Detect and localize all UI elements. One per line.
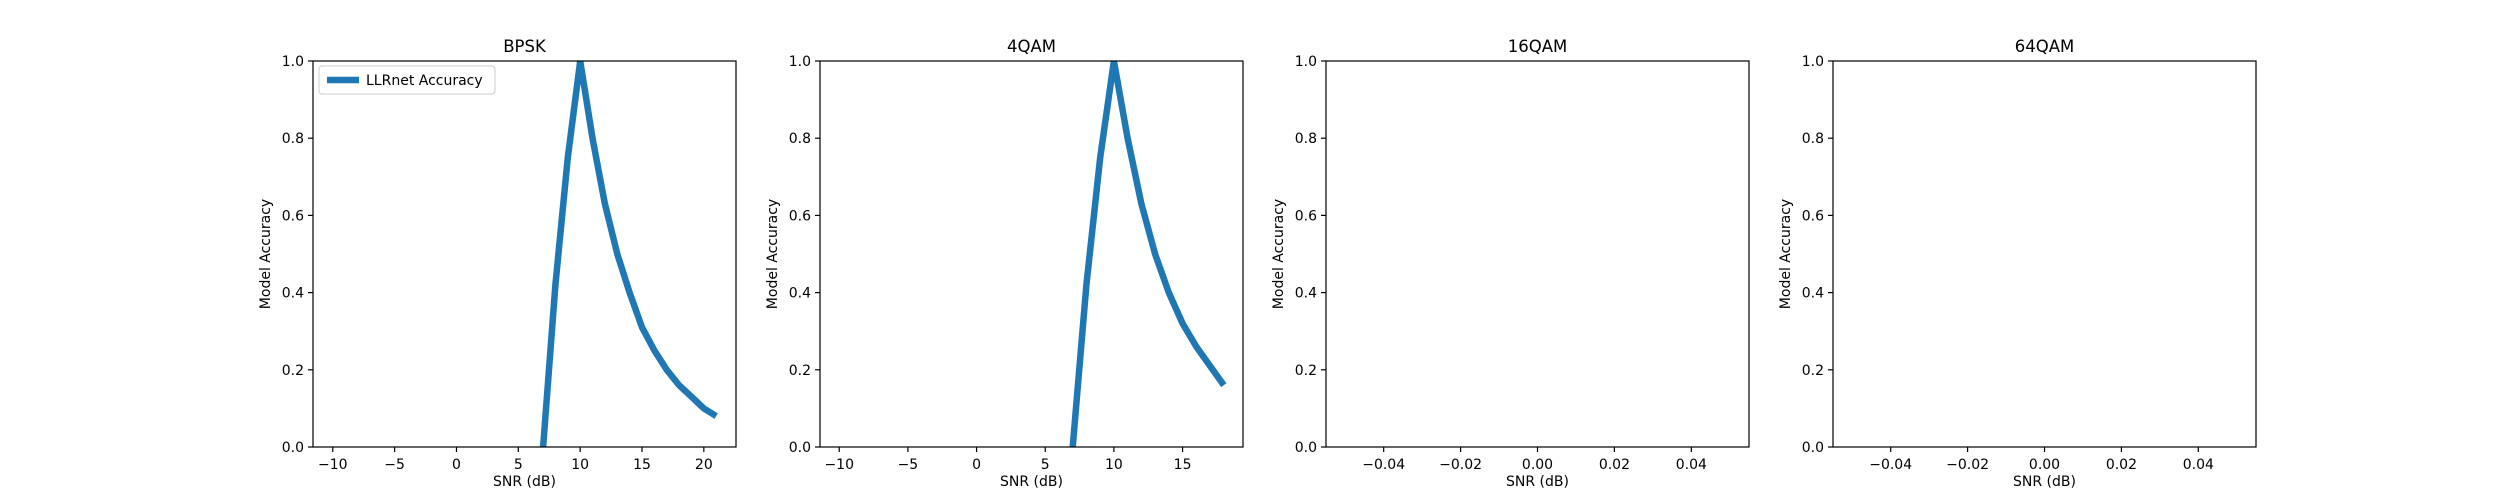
y-tick-label: 0.8 <box>1295 131 1317 147</box>
axes-frame <box>1325 60 1750 448</box>
x-tick-label: 20 <box>695 457 713 473</box>
x-tick-label: −10 <box>824 457 854 473</box>
y-tick-label: 0.6 <box>282 208 304 224</box>
y-tick-label: 0.4 <box>1295 286 1317 302</box>
legend-entry-label: LLRnet Accuracy <box>366 73 483 89</box>
y-axis-label: Model Accuracy <box>765 199 781 309</box>
x-tick-label: 0.00 <box>1522 457 1553 473</box>
legend: LLRnet Accuracy <box>318 65 496 95</box>
subplot-64qam: −0.04 −0.02 0.00 0.02 0.04 0.0 0.2 0.4 0.6 0.8 1.0… <box>1778 37 2257 490</box>
axes-frame <box>819 60 1244 448</box>
x-tick-label: 0 <box>972 457 981 473</box>
x-tick-label: −0.02 <box>1946 457 1989 473</box>
x-tick-label: 0.02 <box>1599 457 1630 473</box>
subplot-title: 64QAM <box>2015 37 2075 56</box>
x-tick-label: 15 <box>633 457 651 473</box>
y-tick-label: 0.8 <box>282 131 304 147</box>
x-tick-label: 0.00 <box>2029 457 2060 473</box>
x-axis-label: SNR (dB) <box>493 474 556 490</box>
y-tick-label: 0.4 <box>789 286 811 302</box>
axes-frame <box>312 60 737 448</box>
x-axis-label: SNR (dB) <box>2013 474 2076 490</box>
subplot-16qam: −0.04 −0.02 0.00 0.02 0.04 0.0 0.2 0.4 0.6 0.8 1.0… <box>1271 37 1750 490</box>
y-tick-label: 0.2 <box>789 363 811 379</box>
y-tick-label: 1.0 <box>1802 54 1824 70</box>
y-tick-label: 0.0 <box>789 440 811 456</box>
x-tick-label: −0.04 <box>1869 457 1912 473</box>
x-tick-label: 0.04 <box>2183 457 2214 473</box>
y-tick-label: 0.6 <box>789 208 811 224</box>
x-tick-label: −0.04 <box>1362 457 1405 473</box>
y-tick-label: 1.0 <box>1295 54 1317 70</box>
x-tick-label: −10 <box>318 457 348 473</box>
x-tick-label: 15 <box>1174 457 1192 473</box>
y-axis-label: Model Accuracy <box>1778 199 1794 309</box>
y-tick-label: 0.8 <box>789 131 811 147</box>
x-axis-label: SNR (dB) <box>1506 474 1569 490</box>
x-tick-label: 5 <box>1041 457 1050 473</box>
x-tick-label: 5 <box>514 457 523 473</box>
subplot-bpsk: −10 −5 0 5 10 15 20 0.0 0.2 0.4 0.6 0.8 1.0 BPSK SNR (… <box>258 37 737 490</box>
x-tick-label: −5 <box>384 457 405 473</box>
series-line-llrnet-accuracy <box>1069 61 1227 447</box>
y-tick-label: 0.4 <box>282 286 304 302</box>
y-tick-label: 0.2 <box>1802 363 1824 379</box>
y-tick-label: 0.4 <box>1802 286 1824 302</box>
x-tick-label: 0.04 <box>1676 457 1707 473</box>
y-tick-label: 0.6 <box>1802 208 1824 224</box>
x-tick-label: 10 <box>1105 457 1123 473</box>
series-line-llrnet-accuracy <box>539 61 718 447</box>
x-tick-label: 0.02 <box>2106 457 2137 473</box>
subplot-title: BPSK <box>503 37 547 56</box>
y-tick-label: 0.0 <box>282 440 304 456</box>
y-tick-label: 1.0 <box>789 54 811 70</box>
y-axis-label: Model Accuracy <box>258 199 274 309</box>
axes-frame <box>1832 60 2257 448</box>
subplot-title: 16QAM <box>1508 37 1568 56</box>
x-axis-label: SNR (dB) <box>1000 474 1063 490</box>
y-tick-label: 0.0 <box>1295 440 1317 456</box>
x-tick-label: −5 <box>898 457 919 473</box>
y-tick-label: 0.2 <box>282 363 304 379</box>
y-axis-label: Model Accuracy <box>1271 199 1287 309</box>
y-tick-label: 0.0 <box>1802 440 1824 456</box>
y-tick-label: 0.6 <box>1295 208 1317 224</box>
y-tick-label: 1.0 <box>282 54 304 70</box>
y-tick-label: 0.2 <box>1295 363 1317 379</box>
x-tick-label: −0.02 <box>1439 457 1482 473</box>
x-tick-label: 0 <box>452 457 461 473</box>
x-tick-label: 10 <box>571 457 589 473</box>
legend-box <box>318 65 496 95</box>
y-tick-label: 0.8 <box>1802 131 1824 147</box>
subplot-4qam: −10 −5 0 5 10 15 0.0 0.2 0.4 0.6 0.8 1.0 4QAM SNR (dB… <box>765 37 1244 490</box>
subplot-title: 4QAM <box>1007 37 1056 56</box>
